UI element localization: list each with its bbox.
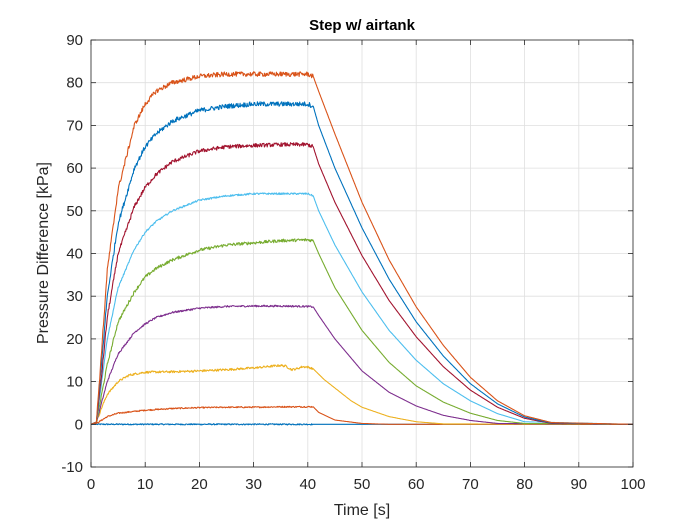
- y-axis-label: Pressure Difference [kPa]: [35, 162, 52, 344]
- x-tick-label: 10: [137, 476, 154, 493]
- y-tick-label: 20: [66, 331, 83, 348]
- x-tick-label: 40: [299, 476, 316, 493]
- x-tick-label: 70: [462, 476, 479, 493]
- axis-ticks: [90, 39, 634, 468]
- y-tick-label: 60: [66, 160, 83, 177]
- x-tick-label: 100: [620, 476, 645, 493]
- x-tick-label: 30: [245, 476, 262, 493]
- series-layer: [91, 71, 633, 426]
- x-tick-label: 0: [87, 476, 95, 493]
- x-tick-label: 90: [570, 476, 587, 493]
- y-tick-label: 80: [66, 75, 83, 92]
- y-tick-label: 70: [66, 117, 83, 134]
- y-tick-label: -10: [61, 459, 83, 476]
- x-tick-labels: 0 10 20 30 40 50 60 70 80 90 100: [87, 476, 646, 493]
- y-tick-label: 90: [66, 32, 83, 49]
- x-axis-label: Time [s]: [334, 502, 390, 519]
- series-line-4: [91, 238, 633, 425]
- y-tick-labels: -10 0 10 20 30 40 50 60 70 80 90: [61, 32, 83, 476]
- chart-title: Step w/ airtank: [309, 17, 416, 34]
- y-tick-label: 50: [66, 203, 83, 220]
- plot-area: [91, 71, 633, 426]
- y-tick-label: 10: [66, 374, 83, 391]
- x-tick-label: 80: [516, 476, 533, 493]
- x-tick-label: 60: [408, 476, 425, 493]
- series-line-6: [91, 142, 633, 425]
- series-line-8: [91, 71, 633, 425]
- series-line-7: [91, 101, 633, 425]
- y-tick-label: 0: [75, 416, 83, 433]
- y-tick-label: 30: [66, 288, 83, 305]
- x-tick-label: 50: [354, 476, 371, 493]
- x-tick-label: 20: [191, 476, 208, 493]
- y-tick-label: 40: [66, 246, 83, 263]
